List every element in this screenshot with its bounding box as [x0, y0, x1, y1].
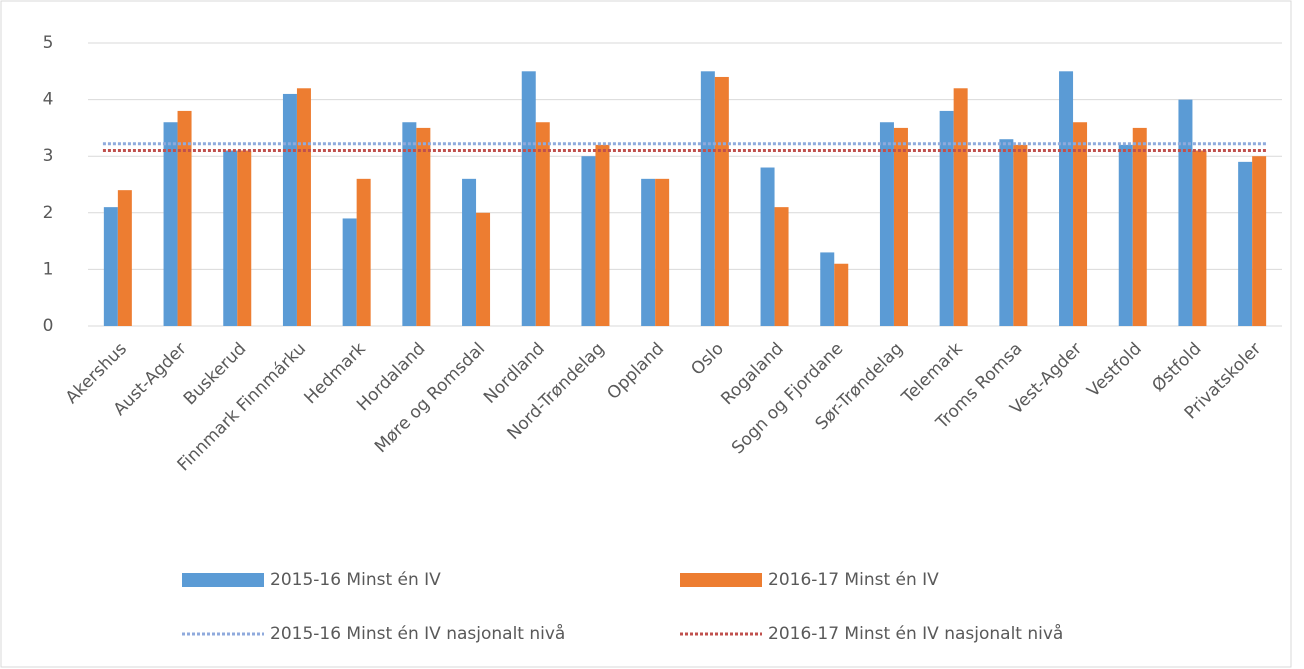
bar [163, 122, 178, 327]
bar [1132, 127, 1147, 327]
y-tick-label: 0 [43, 316, 54, 336]
bar [1252, 156, 1267, 326]
y-tick-label: 3 [43, 146, 54, 166]
y-tick-label: 2 [43, 203, 54, 223]
x-tick-label: Sogn og Fjordane [728, 339, 847, 458]
bar [939, 110, 954, 326]
legend-label: 2016-17 Minst én IV [768, 570, 939, 590]
legend-label: 2015-16 Minst én IV nasjonalt nivå [270, 623, 565, 644]
bar [402, 122, 417, 327]
x-tick-label: Østfold [1148, 339, 1205, 396]
bar [581, 156, 596, 326]
bar [879, 122, 894, 327]
bar [237, 150, 252, 326]
bar [1238, 161, 1253, 326]
bar [342, 218, 357, 326]
bar [416, 127, 431, 327]
bar [296, 88, 311, 326]
x-tick-label: Oppland [603, 339, 668, 404]
x-tick-label: Møre og Romsdal [371, 339, 489, 457]
bar [282, 93, 297, 326]
bar [700, 71, 715, 326]
bar [476, 212, 491, 326]
legend-swatch [680, 573, 762, 587]
bar [117, 190, 132, 326]
y-tick-label: 4 [43, 90, 54, 110]
bar [535, 122, 550, 327]
bar [462, 178, 477, 326]
bar [1013, 144, 1028, 326]
bar [641, 178, 656, 326]
legend-label: 2016-17 Minst én IV nasjonalt nivå [768, 623, 1063, 644]
bar [356, 178, 371, 326]
x-tick-label: Vestfold [1083, 339, 1145, 401]
bar [595, 144, 610, 326]
bar [655, 178, 670, 326]
bar [177, 110, 192, 326]
bar [760, 167, 775, 326]
bar [1118, 144, 1133, 326]
bar [834, 263, 849, 326]
bar [1059, 71, 1074, 326]
bar [820, 252, 835, 326]
bar [223, 150, 238, 326]
bar [1192, 150, 1207, 326]
bar [1178, 99, 1193, 326]
bar [1073, 122, 1088, 327]
bar [893, 127, 908, 327]
bar [999, 139, 1014, 326]
x-tick-label: Oslo [687, 339, 728, 380]
bar [521, 71, 536, 326]
y-tick-label: 5 [43, 33, 54, 53]
legend-label: 2015-16 Minst én IV [270, 570, 441, 590]
bar [953, 88, 968, 326]
bar [714, 76, 729, 327]
y-tick-label: 1 [43, 259, 54, 279]
bar [103, 207, 118, 326]
bar [774, 207, 789, 326]
legend-swatch [182, 573, 264, 587]
